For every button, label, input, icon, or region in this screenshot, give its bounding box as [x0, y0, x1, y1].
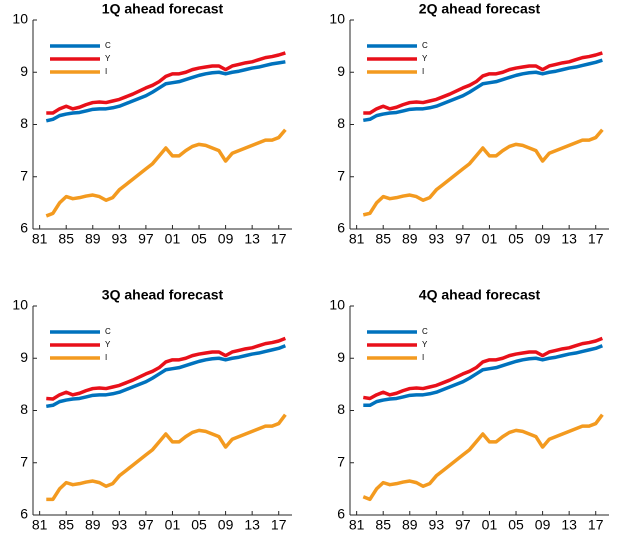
series-line	[46, 344, 287, 409]
x-tick-label: 09	[535, 231, 551, 247]
legend-label: I	[105, 67, 107, 76]
legend-label: C	[422, 327, 428, 336]
x-tick-label: 85	[58, 517, 74, 533]
x-tick-label: 89	[402, 517, 418, 533]
series-line	[46, 336, 287, 401]
x-tick-label: 93	[429, 517, 445, 533]
x-tick-label: 09	[535, 517, 551, 533]
series-line	[363, 58, 603, 123]
y-tick-label: 10	[12, 11, 28, 27]
x-tick-label: 81	[349, 231, 365, 247]
legend-label: I	[422, 353, 424, 362]
x-tick-label: 01	[482, 517, 498, 533]
chart-title: 3Q ahead forecast	[102, 287, 224, 303]
x-tick-label: 13	[561, 517, 577, 533]
y-tick-label: 6	[337, 506, 345, 522]
series-line	[362, 128, 604, 217]
x-tick-label: 93	[429, 231, 445, 247]
x-tick-label: 13	[244, 231, 260, 247]
legend-label: I	[105, 353, 107, 362]
x-tick-label: 93	[112, 231, 128, 247]
y-tick-label: 7	[337, 453, 345, 469]
y-tick-label: 8	[337, 401, 345, 417]
x-tick-label: 01	[165, 231, 181, 247]
x-tick-label: 97	[455, 517, 471, 533]
series-line	[363, 344, 604, 408]
x-tick-label: 09	[218, 231, 234, 247]
y-tick-label: 7	[337, 167, 345, 183]
x-tick-label: 81	[32, 517, 48, 533]
y-tick-label: 7	[20, 167, 28, 183]
y-tick-label: 10	[12, 297, 28, 313]
y-tick-label: 9	[337, 63, 345, 79]
x-tick-label: 13	[244, 517, 260, 533]
series-line	[363, 336, 604, 401]
x-tick-label: 81	[32, 231, 48, 247]
y-tick-label: 9	[20, 349, 28, 365]
x-tick-label: 09	[218, 517, 234, 533]
x-tick-label: 17	[271, 231, 287, 247]
legend-label: Y	[105, 54, 111, 63]
series-line	[46, 51, 286, 115]
x-tick-label: 05	[508, 231, 524, 247]
series-line	[363, 51, 603, 115]
legend-label: I	[422, 67, 424, 76]
x-tick-label: 85	[58, 231, 74, 247]
series-line	[45, 60, 286, 123]
x-tick-label: 05	[508, 517, 524, 533]
x-tick-label: 85	[375, 517, 391, 533]
legend-label: Y	[422, 54, 428, 63]
legend-label: C	[105, 327, 111, 336]
x-tick-label: 17	[271, 517, 287, 533]
y-tick-label: 9	[337, 349, 345, 365]
x-tick-label: 01	[482, 231, 498, 247]
x-tick-label: 85	[375, 231, 391, 247]
y-tick-label: 10	[329, 297, 345, 313]
x-tick-label: 89	[402, 231, 418, 247]
legend-label: C	[422, 41, 428, 50]
y-tick-label: 10	[329, 11, 345, 27]
y-tick-label: 8	[20, 401, 28, 417]
x-tick-label: 89	[85, 517, 101, 533]
y-tick-label: 6	[20, 220, 28, 236]
y-tick-label: 6	[337, 220, 345, 236]
x-tick-label: 97	[138, 517, 154, 533]
x-tick-label: 97	[455, 231, 471, 247]
x-tick-label: 81	[349, 517, 365, 533]
chart-title: 2Q ahead forecast	[419, 1, 541, 17]
chart-title: 4Q ahead forecast	[419, 287, 541, 303]
x-tick-label: 97	[138, 231, 154, 247]
y-tick-label: 8	[337, 115, 345, 131]
x-tick-label: 13	[561, 231, 577, 247]
legend-label: Y	[422, 340, 428, 349]
y-tick-label: 6	[20, 506, 28, 522]
x-tick-label: 01	[165, 517, 181, 533]
x-tick-label: 17	[588, 517, 604, 533]
legend-label: Y	[105, 340, 111, 349]
legend-label: C	[105, 41, 111, 50]
x-tick-label: 05	[191, 517, 207, 533]
y-tick-label: 9	[20, 63, 28, 79]
y-tick-label: 7	[20, 453, 28, 469]
x-tick-label: 05	[191, 231, 207, 247]
x-tick-label: 93	[112, 517, 128, 533]
series-line	[46, 413, 287, 502]
x-tick-label: 89	[85, 231, 101, 247]
chart-title: 1Q ahead forecast	[102, 1, 224, 17]
y-tick-label: 8	[20, 115, 28, 131]
series-line	[45, 128, 287, 218]
series-line	[362, 413, 604, 502]
x-tick-label: 17	[588, 231, 604, 247]
